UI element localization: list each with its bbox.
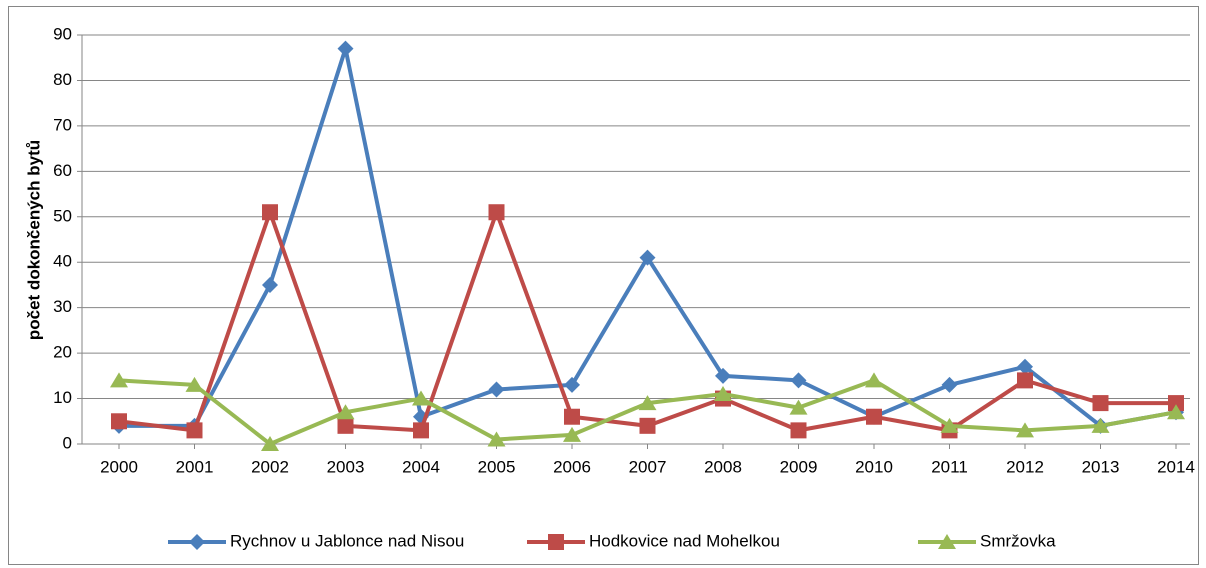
y-tick-label: 20	[53, 343, 72, 362]
x-tick-label: 2007	[629, 457, 667, 476]
x-tick-label: 2002	[251, 457, 289, 476]
marker	[940, 417, 959, 433]
legend-label: Rychnov u Jablonce nad Nisou	[230, 531, 464, 550]
x-tick-label: 2013	[1082, 457, 1120, 476]
legend-label: Hodkovice nad Mohelkou	[589, 531, 780, 550]
x-tick-label: 2009	[780, 457, 818, 476]
marker	[262, 204, 278, 221]
marker	[262, 276, 278, 293]
marker	[1016, 422, 1034, 438]
marker	[1017, 372, 1033, 389]
y-tick-label: 0	[63, 433, 72, 452]
marker	[564, 408, 580, 425]
y-tick-label: 80	[53, 70, 72, 89]
x-tick-label: 2012	[1006, 457, 1044, 476]
marker	[938, 534, 956, 549]
marker	[110, 372, 128, 388]
marker	[488, 204, 505, 221]
marker	[1167, 404, 1185, 420]
y-tick-label: 50	[53, 206, 72, 225]
marker	[789, 399, 808, 415]
x-tick-label: 2000	[100, 457, 138, 476]
x-tick-label: 2005	[478, 457, 516, 476]
marker	[186, 422, 203, 439]
x-tick-label: 2011	[931, 457, 968, 476]
y-tick-label: 30	[53, 297, 72, 316]
marker	[185, 376, 204, 392]
y-tick-label: 90	[53, 24, 72, 43]
marker	[563, 426, 581, 442]
x-tick-label: 2006	[553, 457, 591, 476]
marker	[1091, 417, 1110, 433]
x-tick-label: 2014	[1157, 457, 1195, 476]
marker	[261, 436, 279, 451]
y-axis-label: počet dokončených bytů	[24, 140, 43, 340]
y-tick-label: 40	[53, 252, 72, 271]
marker	[790, 372, 807, 389]
marker	[1092, 395, 1109, 412]
marker	[1017, 358, 1033, 375]
x-tick-label: 2003	[327, 457, 365, 476]
marker	[639, 417, 656, 434]
marker	[941, 376, 958, 393]
marker	[337, 40, 354, 57]
marker	[638, 395, 657, 411]
legend-label: Smržovka	[980, 531, 1056, 550]
marker	[548, 534, 564, 550]
marker	[865, 372, 883, 388]
y-tick-label: 70	[53, 115, 72, 134]
chart-border	[8, 6, 1199, 565]
marker	[639, 249, 656, 266]
marker	[336, 404, 355, 420]
marker	[412, 390, 430, 406]
marker	[488, 381, 505, 398]
x-tick-label: 2001	[176, 457, 214, 476]
y-tick-label: 60	[53, 161, 72, 180]
marker	[111, 413, 127, 430]
marker	[790, 422, 807, 439]
x-tick-label: 2004	[402, 457, 440, 476]
marker	[1168, 395, 1184, 412]
marker	[866, 408, 882, 425]
y-tick-label: 10	[53, 388, 72, 407]
marker	[413, 422, 429, 439]
marker	[337, 417, 354, 434]
x-tick-label: 2008	[704, 457, 742, 476]
marker	[487, 431, 506, 447]
marker	[715, 367, 731, 384]
marker	[714, 386, 732, 402]
marker	[189, 534, 205, 550]
x-tick-label: 2010	[855, 457, 893, 476]
marker	[564, 376, 580, 393]
